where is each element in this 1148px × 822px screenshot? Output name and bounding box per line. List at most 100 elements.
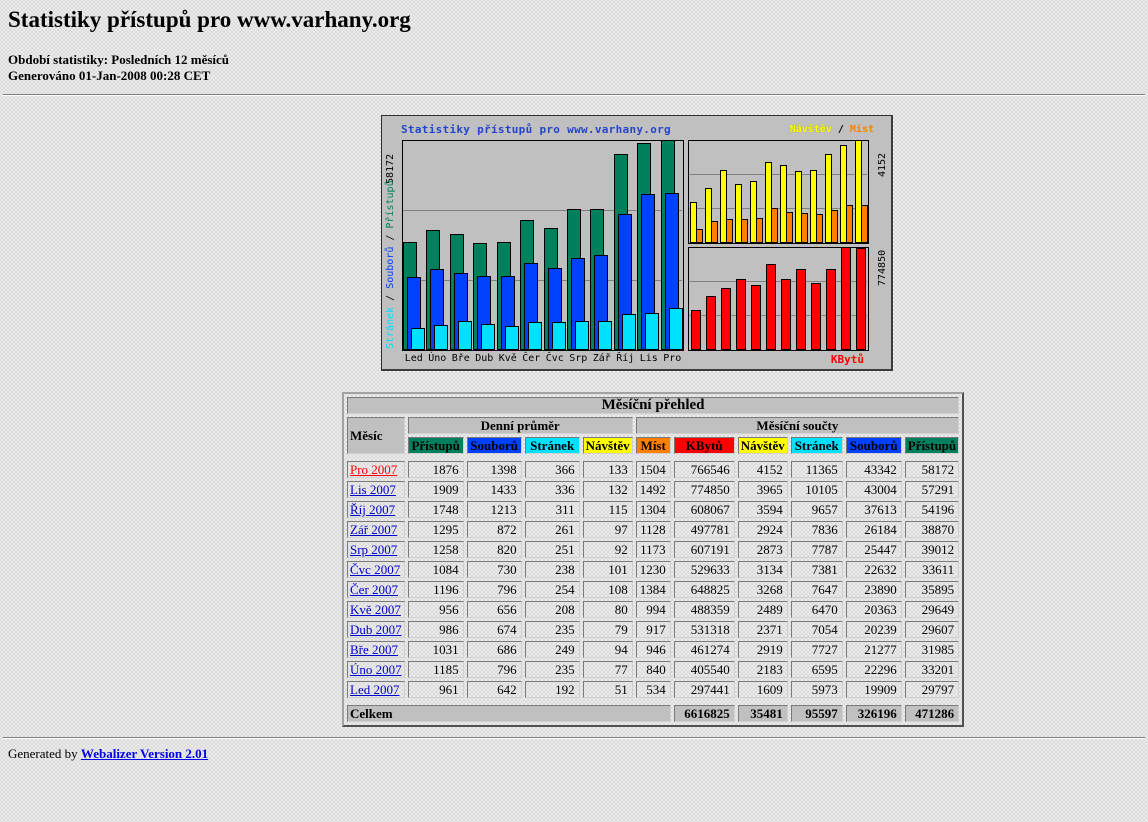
divider-bottom <box>3 737 1145 739</box>
value-cell: 39012 <box>904 541 960 558</box>
sites-bar <box>831 210 838 243</box>
sites-bar <box>816 214 823 243</box>
value-cell: 58172 <box>904 461 960 478</box>
table-row: Čer 2007 1196 796 254 108 1384 648825 3268 7647 2… <box>347 581 960 598</box>
value-cell: 336 <box>524 481 580 498</box>
sites-bar <box>696 229 703 243</box>
month-link[interactable]: Čer 2007 <box>350 582 399 597</box>
total-value-cell: 6616825 <box>673 705 735 722</box>
generated-line: Generováno 01-Jan-2008 00:28 CET <box>8 68 211 83</box>
value-cell: 2371 <box>737 621 788 638</box>
pages-bar <box>458 321 472 350</box>
value-cell: 29797 <box>904 681 960 698</box>
table-row: Říj 2007 1748 1213 311 115 1304 608067 3594 9657… <box>347 501 960 518</box>
value-cell: 1084 <box>407 561 464 578</box>
kbytes-axis-label: KBytů <box>830 353 864 366</box>
visits-bar <box>690 202 697 243</box>
x-axis-month-label: Čer <box>522 353 541 364</box>
value-cell: 132 <box>582 481 633 498</box>
month-link[interactable]: Čvc 2007 <box>350 562 401 577</box>
value-cell: 297441 <box>673 681 735 698</box>
value-cell: 648825 <box>673 581 735 598</box>
month-link[interactable]: Bře 2007 <box>350 642 399 657</box>
right-axis-visits-max-label: 4152 <box>877 152 888 177</box>
monthly-totals-group-header: Měsíční součty <box>635 417 960 434</box>
value-cell: 4152 <box>737 461 788 478</box>
table-row: Zář 2007 1295 872 261 97 1128 497781 2924 7836 26… <box>347 521 960 538</box>
table-row: Dub 2007 986 674 235 79 917 531318 2371 7054 2023… <box>347 621 960 638</box>
month-link[interactable]: Kvě 2007 <box>350 602 401 617</box>
month-link[interactable]: Pro 2007 <box>350 462 398 477</box>
month-link[interactable]: Lis 2007 <box>350 482 396 497</box>
value-cell: 43004 <box>845 481 902 498</box>
month-link[interactable]: Úno 2007 <box>350 662 402 677</box>
value-cell: 1185 <box>407 661 464 678</box>
pages-bar <box>528 322 542 350</box>
value-cell: 531318 <box>673 621 735 638</box>
value-cell: 5973 <box>790 681 843 698</box>
visits-bar <box>705 188 712 243</box>
table-row: Kvě 2007 956 656 208 80 994 488359 2489 6470 2036… <box>347 601 960 618</box>
kbytes-bar <box>796 269 806 350</box>
month-link[interactable]: Říj 2007 <box>350 502 396 517</box>
page-title: Statistiky přístupů pro www.varhany.org <box>8 7 411 32</box>
column-header: Přístupů <box>904 437 960 454</box>
value-cell: 840 <box>635 661 671 678</box>
x-axis-month-label: Čvc <box>545 353 564 364</box>
value-cell: 22632 <box>845 561 902 578</box>
value-cell: 7381 <box>790 561 843 578</box>
value-cell: 23890 <box>845 581 902 598</box>
value-cell: 488359 <box>673 601 735 618</box>
footer: Generated by Webalizer Version 2.01 <box>8 746 1148 762</box>
value-cell: 77 <box>582 661 633 678</box>
value-cell: 38870 <box>904 521 960 538</box>
visits-bar <box>765 162 772 243</box>
month-cell: Srp 2007 <box>347 541 405 558</box>
month-link[interactable]: Srp 2007 <box>350 542 398 557</box>
month-link[interactable]: Dub 2007 <box>350 622 402 637</box>
month-cell: Říj 2007 <box>347 501 405 518</box>
legend-sites-label: Míst <box>849 124 874 135</box>
value-cell: 497781 <box>673 521 735 538</box>
value-cell: 1398 <box>466 461 522 478</box>
kbytes-bar <box>811 283 821 350</box>
value-cell: 192 <box>524 681 580 698</box>
column-header: Stránek <box>524 437 580 454</box>
value-cell: 1876 <box>407 461 464 478</box>
right-axis-kbytes-max-label: 774850 <box>877 249 888 286</box>
table-row: Čvc 2007 1084 730 238 101 1230 529633 3134 7381 2… <box>347 561 960 578</box>
webalizer-link[interactable]: Webalizer Version 2.01 <box>80 746 209 761</box>
value-cell: 43342 <box>845 461 902 478</box>
table-row: Led 2007 961 642 192 51 534 297441 1609 5973 1990… <box>347 681 960 698</box>
month-link[interactable]: Zář 2007 <box>350 522 398 537</box>
value-cell: 1609 <box>737 681 788 698</box>
value-cell: 946 <box>635 641 671 658</box>
visits-bar <box>855 140 862 243</box>
month-cell: Úno 2007 <box>347 661 405 678</box>
value-cell: 608067 <box>673 501 735 518</box>
value-cell: 774850 <box>673 481 735 498</box>
value-cell: 21277 <box>845 641 902 658</box>
month-cell: Led 2007 <box>347 681 405 698</box>
month-cell: Dub 2007 <box>347 621 405 638</box>
value-cell: 19909 <box>845 681 902 698</box>
sites-bar <box>741 219 748 243</box>
value-cell: 7054 <box>790 621 843 638</box>
value-cell: 6595 <box>790 661 843 678</box>
value-cell: 235 <box>524 621 580 638</box>
value-cell: 986 <box>407 621 464 638</box>
value-cell: 249 <box>524 641 580 658</box>
kbytes-bar <box>751 285 761 350</box>
chart-legend: Návštěv / Míst <box>790 124 874 135</box>
value-cell: 2183 <box>737 661 788 678</box>
table-title: Měsíční přehled <box>347 397 960 414</box>
value-cell: 92 <box>582 541 633 558</box>
value-cell: 994 <box>635 601 671 618</box>
sites-bar <box>711 221 718 243</box>
value-cell: 529633 <box>673 561 735 578</box>
value-cell: 1128 <box>635 521 671 538</box>
month-link[interactable]: Led 2007 <box>350 682 400 697</box>
table-row: Srp 2007 1258 820 251 92 1173 607191 2873 7787 25… <box>347 541 960 558</box>
month-cell: Pro 2007 <box>347 461 405 478</box>
value-cell: 37613 <box>845 501 902 518</box>
